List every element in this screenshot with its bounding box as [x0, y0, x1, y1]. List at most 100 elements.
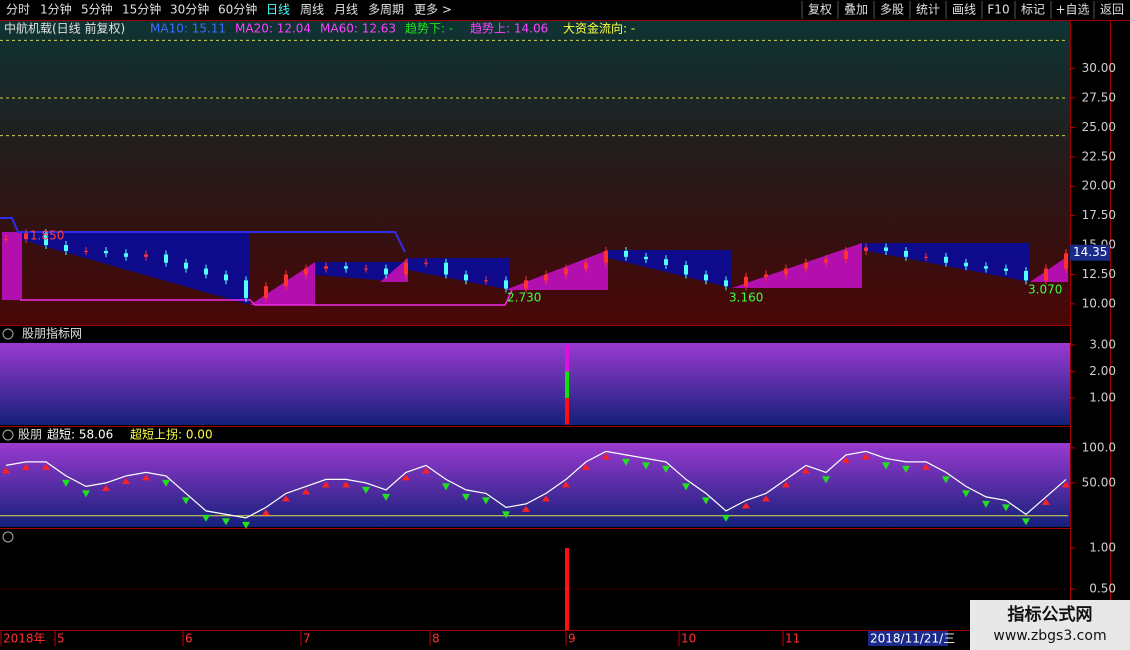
period-tab[interactable]: 15分钟	[122, 2, 161, 17]
toolbar-button[interactable]: 返回	[1100, 3, 1124, 17]
candle	[244, 280, 248, 298]
arrow-down	[462, 493, 470, 501]
y-tick-label: 25.00	[1082, 120, 1116, 134]
candle	[624, 250, 628, 257]
arrow-down	[502, 511, 510, 519]
y-tick-label: 3.00	[1089, 337, 1116, 351]
y-tick-label: 1.00	[1089, 541, 1116, 555]
candle	[84, 250, 88, 252]
y-tick-label: 22.50	[1082, 149, 1116, 163]
annotation: 2.730	[507, 291, 541, 305]
arrow-up	[602, 453, 610, 460]
toolbar-button[interactable]: +自选	[1055, 3, 1089, 17]
arrow-up	[22, 463, 30, 470]
arrow-down	[982, 500, 990, 508]
candle	[64, 245, 68, 251]
toolbar-button[interactable]: 多股	[880, 3, 904, 17]
arrow-up	[262, 509, 270, 516]
period-tab[interactable]: 日线	[266, 3, 290, 17]
arrow-up	[862, 453, 870, 460]
last-price-box	[1070, 244, 1110, 261]
candle	[204, 268, 208, 275]
arrow-down	[962, 490, 970, 498]
candle	[784, 268, 788, 275]
x-tick-label: 6	[185, 632, 193, 646]
arrow-up	[342, 481, 350, 488]
candle	[1004, 268, 1008, 271]
period-tab[interactable]: 更多 >	[414, 3, 452, 17]
candle	[224, 274, 228, 281]
arrow-down	[382, 493, 390, 501]
arrow-down	[822, 476, 830, 484]
candle	[504, 280, 508, 289]
y-tick-label: 30.00	[1082, 61, 1116, 75]
x-tick-label: 7	[303, 632, 311, 646]
arrow-down	[942, 476, 950, 484]
arrow-up	[542, 495, 550, 502]
period-tab[interactable]: 月线	[334, 3, 358, 17]
indicator: 超短: 58.06	[47, 427, 113, 442]
toolbar-button[interactable]: 复权	[808, 3, 832, 17]
arrow-down	[162, 479, 170, 487]
candle	[164, 254, 168, 263]
candle	[724, 280, 728, 287]
period-tab[interactable]: 分时	[6, 3, 30, 17]
candle	[844, 250, 848, 260]
candle	[184, 262, 188, 269]
arrow-up	[322, 481, 330, 488]
toolbar-button[interactable]: 画线	[952, 3, 976, 17]
annotation: 1.850	[30, 229, 64, 243]
period-tab[interactable]: 多周期	[368, 3, 404, 17]
y-tick-label: 50.00	[1082, 475, 1116, 489]
signal-segment	[565, 344, 569, 372]
candle	[1064, 253, 1068, 269]
panel2	[0, 343, 1070, 425]
indicator: 趋势下: -	[405, 22, 453, 36]
arrow-down	[62, 479, 70, 487]
arrow-down	[202, 514, 210, 522]
indicator: 超短上拐: 0.00	[130, 427, 213, 442]
arrow-down	[82, 490, 90, 498]
arrow-up	[582, 463, 590, 470]
period-tab[interactable]: 60分钟	[218, 2, 257, 17]
candle	[124, 253, 128, 257]
last-price: 14.35	[1073, 245, 1107, 259]
candle	[44, 233, 48, 246]
candle	[664, 259, 668, 266]
arrow-down	[682, 483, 690, 491]
candle	[984, 266, 988, 269]
toolbar-button[interactable]: F10	[987, 3, 1009, 17]
period-tab[interactable]: 周线	[300, 3, 324, 17]
candle	[304, 268, 308, 275]
toolbar-button[interactable]: 叠加	[844, 3, 868, 17]
period-tab[interactable]: 1分钟	[40, 2, 72, 17]
candle	[364, 268, 368, 270]
candle	[644, 256, 648, 260]
candle	[1044, 268, 1048, 281]
candle	[484, 280, 488, 282]
arrow-up	[782, 481, 790, 488]
arrow-down	[1002, 504, 1010, 512]
candle	[104, 250, 108, 254]
signal-segment	[565, 397, 569, 425]
panel3-title: 股朋	[18, 428, 42, 442]
annotation: 3.070	[1028, 283, 1062, 297]
x-tick-label: 8	[432, 632, 440, 646]
arrow-up	[842, 456, 850, 463]
arrow-down	[702, 497, 710, 505]
toolbar-button[interactable]: 统计	[916, 3, 940, 17]
stock-title: 中航机载(日线 前复权)	[4, 21, 125, 36]
arrow-up	[562, 481, 570, 488]
collapse-icons[interactable]	[2, 328, 14, 543]
period-tab[interactable]: 5分钟	[81, 2, 113, 17]
candle	[424, 262, 428, 264]
watermark-title: 指标公式网	[1008, 604, 1093, 625]
x-tick-label: 2018年	[3, 632, 46, 646]
candle	[524, 280, 528, 289]
period-tab[interactable]: 30分钟	[170, 2, 209, 17]
arrow-down	[902, 465, 910, 473]
toolbar-button[interactable]: 标记	[1021, 3, 1045, 17]
arrow-up	[102, 484, 110, 491]
arrow-up	[122, 477, 130, 484]
